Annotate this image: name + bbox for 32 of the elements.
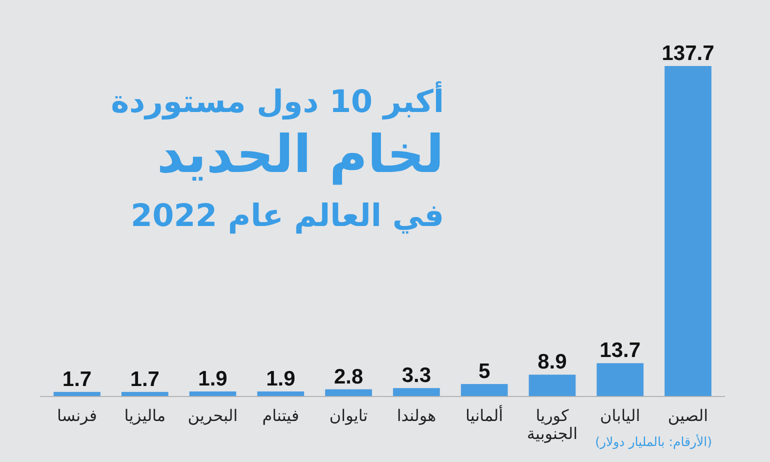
data-label: 8.9 xyxy=(538,350,567,374)
bar xyxy=(393,388,440,396)
x-tick-label: فرنسا xyxy=(56,406,98,425)
text: (الأرقام: بالمليار دولار) xyxy=(595,434,712,450)
data-label: 3.3 xyxy=(402,364,432,388)
x-tick-label: الصين xyxy=(668,406,708,425)
bar xyxy=(189,391,236,396)
bar xyxy=(596,363,644,396)
bar xyxy=(257,391,304,396)
data-label: 2.8 xyxy=(334,365,364,388)
x-tick-label: فيتنام xyxy=(262,406,300,425)
bar xyxy=(528,374,576,396)
data-label: 1.9 xyxy=(198,367,228,390)
x-tick-label: ماليزيا xyxy=(124,406,166,425)
bar xyxy=(54,392,100,396)
bar xyxy=(664,66,712,396)
x-tick-label: البحرين xyxy=(188,406,238,425)
x-tick-label: هولندا xyxy=(396,406,436,425)
bar xyxy=(460,384,508,396)
x-tick-label: كوريا الجنوبية xyxy=(526,406,578,443)
data-label: 13.7 xyxy=(600,339,641,362)
x-tick-label: تايوان xyxy=(329,406,368,425)
data-label: 1.7 xyxy=(62,368,92,391)
data-label: 1.9 xyxy=(266,367,296,390)
text: أكبر 10 دول مستوردة لخام الحديد في العالم عام 2022 xyxy=(110,81,444,234)
bar xyxy=(121,392,168,396)
x-tick-label: اليابان xyxy=(600,406,640,425)
bar xyxy=(325,389,372,396)
x-tick-label: ألمانيا xyxy=(466,405,504,425)
data-label: 1.7 xyxy=(130,368,160,391)
data-label: 137.7 xyxy=(662,42,714,65)
data-label: 5 xyxy=(478,360,490,384)
